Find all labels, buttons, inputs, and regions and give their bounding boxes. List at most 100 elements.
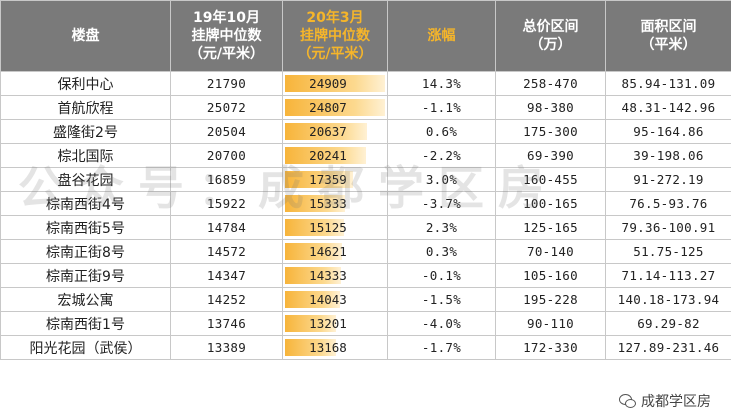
mar-median-bar — [285, 75, 385, 92]
cell-name: 棕南西街4号 — [0, 191, 171, 216]
cell-mar-median: 14043 — [282, 287, 388, 312]
cell-total-price: 105-160 — [495, 263, 606, 288]
table-row: 棕南西街4号 15922 15333 -3.7% 100-165 76.5-93.76 — [0, 191, 731, 216]
cell-total-price: 100-165 — [495, 191, 606, 216]
mar-median-bar — [285, 171, 354, 188]
cell-change: 2.3% — [387, 215, 496, 240]
cell-name: 阳光花园（武侯） — [0, 335, 171, 360]
cell-oct-median: 13389 — [170, 335, 283, 360]
table-row: 首航欣程 25072 24807 -1.1% 98-380 48.31-142.96 — [0, 95, 731, 120]
table-row: 棕南西街5号 14784 15125 2.3% 125-165 79.36-100.91 — [0, 215, 731, 240]
header-oct-line1: 19年10月 — [193, 10, 260, 26]
cell-oct-median: 14252 — [170, 287, 283, 312]
cell-oct-median: 25072 — [170, 95, 283, 120]
mar-median-bar — [285, 123, 368, 140]
cell-total-price: 258-470 — [495, 71, 606, 96]
mar-median-value: 20241 — [309, 148, 347, 163]
cell-total-price: 70-140 — [495, 239, 606, 264]
mar-median-bar — [285, 315, 337, 332]
cell-mar-median: 20241 — [282, 143, 388, 168]
cell-total-price: 175-300 — [495, 119, 606, 144]
cell-mar-median: 17359 — [282, 167, 388, 192]
cell-area: 76.5-93.76 — [605, 191, 731, 216]
mar-median-value: 14621 — [309, 244, 347, 259]
cell-total-price: 98-380 — [495, 95, 606, 120]
cell-mar-median: 20637 — [282, 119, 388, 144]
cell-area: 48.31-142.96 — [605, 95, 731, 120]
header-mar-line3: （元/平米） — [297, 46, 373, 62]
cell-mar-median: 15125 — [282, 215, 388, 240]
cell-total-price: 195-228 — [495, 287, 606, 312]
mar-median-value: 14333 — [309, 268, 347, 283]
cell-name: 首航欣程 — [0, 95, 171, 120]
mar-median-bar — [285, 339, 336, 356]
cell-name: 盛隆街2号 — [0, 119, 171, 144]
table-row: 棕南西街1号 13746 13201 -4.0% 90-110 69.29-82 — [0, 311, 731, 336]
wechat-icon — [619, 394, 637, 408]
header-area: 面积区间 （平米） — [605, 0, 731, 72]
mar-median-bar — [285, 267, 341, 284]
table-body: 保利中心 21790 24909 14.3% 258-470 85.94-131.09 首航… — [0, 71, 731, 360]
cell-change: 3.0% — [387, 167, 496, 192]
header-name: 楼盘 — [0, 0, 171, 72]
cell-change: -1.7% — [387, 335, 496, 360]
cell-change: -3.7% — [387, 191, 496, 216]
cell-area: 79.36-100.91 — [605, 215, 731, 240]
cell-area: 71.14-113.27 — [605, 263, 731, 288]
mar-median-value: 20637 — [309, 124, 347, 139]
cell-oct-median: 14347 — [170, 263, 283, 288]
cell-name: 盘谷花园 — [0, 167, 171, 192]
cell-total-price: 172-330 — [495, 335, 606, 360]
cell-name: 棕南正街8号 — [0, 239, 171, 264]
table-row: 宏城公寓 14252 14043 -1.5% 195-228 140.18-173.94 — [0, 287, 731, 312]
mar-median-bar — [285, 291, 340, 308]
mar-median-bar — [285, 243, 343, 260]
cell-area: 95-164.86 — [605, 119, 731, 144]
mar-median-bar — [285, 147, 366, 164]
cell-area: 91-272.19 — [605, 167, 731, 192]
cell-area: 140.18-173.94 — [605, 287, 731, 312]
cell-name: 棕南西街5号 — [0, 215, 171, 240]
cell-total-price: 125-165 — [495, 215, 606, 240]
header-area-line2: （平米） — [640, 37, 697, 53]
header-area-line1: 面积区间 — [640, 19, 697, 35]
cell-mar-median: 14621 — [282, 239, 388, 264]
cell-total-price: 69-390 — [495, 143, 606, 168]
header-oct-median: 19年10月 挂牌中位数 （元/平米） — [170, 0, 283, 72]
cell-name: 宏城公寓 — [0, 287, 171, 312]
cell-mar-median: 24807 — [282, 95, 388, 120]
cell-change: 14.3% — [387, 71, 496, 96]
header-total-line1: 总价区间 — [522, 19, 579, 35]
mar-median-value: 13168 — [309, 340, 347, 355]
cell-name: 棕南正街9号 — [0, 263, 171, 288]
cell-change: 0.6% — [387, 119, 496, 144]
mar-median-value: 24807 — [309, 100, 347, 115]
cell-area: 51.75-125 — [605, 239, 731, 264]
cell-area: 39-198.06 — [605, 143, 731, 168]
table-row: 棕南正街9号 14347 14333 -0.1% 105-160 71.14-113.27 — [0, 263, 731, 288]
cell-oct-median: 14572 — [170, 239, 283, 264]
cell-mar-median: 13168 — [282, 335, 388, 360]
cell-area: 85.94-131.09 — [605, 71, 731, 96]
cell-change: -0.1% — [387, 263, 496, 288]
mar-median-value: 24909 — [309, 76, 347, 91]
mar-median-bar — [285, 195, 346, 212]
header-total-line2: （万） — [529, 37, 572, 53]
table-row: 保利中心 21790 24909 14.3% 258-470 85.94-131.09 — [0, 71, 731, 96]
wechat-badge: 成都学区房 — [617, 391, 713, 411]
cell-total-price: 90-110 — [495, 311, 606, 336]
cell-area: 127.89-231.46 — [605, 335, 731, 360]
header-mar-median: 20年3月 挂牌中位数 （元/平米） — [282, 0, 388, 72]
cell-mar-median: 15333 — [282, 191, 388, 216]
cell-name: 棕南西街1号 — [0, 311, 171, 336]
cell-oct-median: 21790 — [170, 71, 283, 96]
cell-mar-median: 24909 — [282, 71, 388, 96]
housing-price-table: 楼盘 19年10月 挂牌中位数 （元/平米） 20年3月 挂牌中位数 （元/平米… — [0, 0, 731, 360]
mar-median-value: 14043 — [309, 292, 347, 307]
header-oct-line2: 挂牌中位数 — [191, 28, 262, 44]
cell-area: 69.29-82 — [605, 311, 731, 336]
cell-name: 保利中心 — [0, 71, 171, 96]
table-row: 盛隆街2号 20504 20637 0.6% 175-300 95-164.86 — [0, 119, 731, 144]
header-mar-line2: 挂牌中位数 — [300, 28, 370, 44]
cell-oct-median: 20700 — [170, 143, 283, 168]
